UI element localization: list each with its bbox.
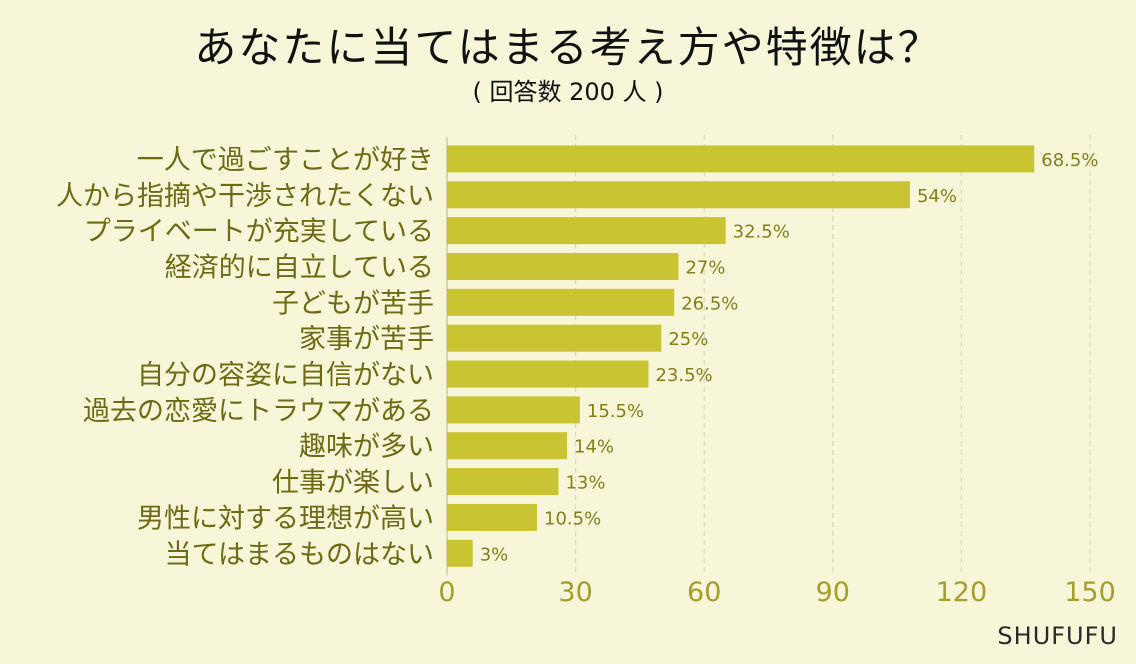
value-label: 15.5%	[587, 401, 644, 422]
category-label: 自分の容姿に自信がない	[137, 360, 434, 391]
bar	[447, 396, 580, 424]
category-label: 経済的に自立している	[165, 252, 434, 283]
category-label: プライベートが充実している	[84, 217, 434, 248]
bar	[447, 324, 662, 352]
x-tick-label: 150	[1064, 577, 1116, 608]
x-tick-label: 90	[816, 577, 850, 608]
x-tick-label: 0	[438, 577, 455, 608]
category-label: 仕事が楽しい	[272, 468, 434, 499]
bar	[447, 360, 649, 388]
value-label: 32.5%	[733, 222, 790, 243]
category-label: 趣味が多い	[299, 432, 434, 463]
category-label: 当てはまるものはない	[165, 539, 434, 570]
value-label: 3%	[480, 544, 509, 565]
value-label: 13%	[565, 473, 605, 494]
bar	[447, 432, 568, 460]
value-label: 14%	[574, 437, 614, 458]
category-label: 子どもが苦手	[272, 288, 434, 319]
x-tick-label: 30	[558, 577, 592, 608]
bar	[447, 181, 910, 209]
brand-logo-text: SHUFUFU	[997, 622, 1118, 650]
category-label: 一人で過ごすことが好き	[137, 145, 434, 176]
value-label: 68.5%	[1041, 150, 1098, 171]
category-label: 人から指摘や干渉されたくない	[56, 181, 434, 212]
x-tick-label: 120	[936, 577, 988, 608]
x-tick-label: 60	[687, 577, 721, 608]
bar	[447, 503, 538, 531]
category-label: 男性に対する理想が高い	[137, 503, 434, 534]
category-label: 過去の恋愛にトラウマがある	[83, 396, 434, 427]
value-label: 23.5%	[655, 365, 712, 386]
bar	[447, 217, 726, 245]
bar	[447, 288, 675, 316]
bar	[447, 539, 473, 567]
chart-title: あなたに当てはまる考え方や特徴は？	[194, 23, 942, 72]
value-label: 54%	[917, 186, 957, 207]
value-label: 25%	[668, 329, 708, 350]
chart-subtitle: ( 回答数 200 人 )	[472, 78, 664, 106]
bar	[447, 252, 679, 280]
value-label: 27%	[685, 257, 725, 278]
bar	[447, 145, 1035, 173]
category-label: 家事が苦手	[299, 324, 434, 355]
value-label: 10.5%	[544, 508, 601, 529]
value-label: 26.5%	[681, 293, 738, 314]
bar	[447, 468, 559, 496]
